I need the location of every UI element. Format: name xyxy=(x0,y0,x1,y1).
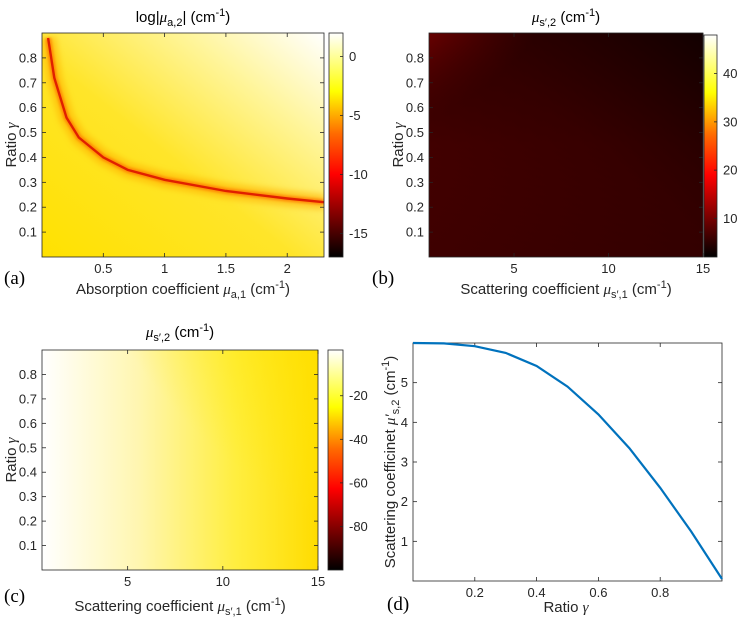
panel-c-colorbar-ticks: -20 -40 -60 -80 xyxy=(340,388,368,534)
y-tick-label: 0.1 xyxy=(406,225,424,240)
y-tick-label: 5 xyxy=(401,375,408,390)
x-tick-label: 0.5 xyxy=(94,261,112,276)
panel-c-title: μs′,2 (cm-1) xyxy=(145,322,214,344)
y-tick-label: 0.7 xyxy=(19,75,37,90)
colorbar-tick-label: -80 xyxy=(349,519,368,534)
colorbar-tick-label: 30 xyxy=(723,114,737,129)
panel-b-colorbar-ticks: 40 30 20 10 xyxy=(714,66,737,226)
y-tick-label: 0.8 xyxy=(19,50,37,65)
y-tick-label: 1 xyxy=(401,534,408,549)
panel-a-ticks: 0.5 1 1.5 2 0.1 0.2 0.3 0.4 0.5 0.6 0.7 0.8 xyxy=(19,33,324,276)
panel-b-ylabel: Ratio γ xyxy=(390,121,407,167)
colorbar-tick-label: 0 xyxy=(349,49,356,64)
panel-d-series-line xyxy=(412,341,723,580)
x-tick-label: 2 xyxy=(284,261,291,276)
y-tick-label: 0.2 xyxy=(406,200,424,215)
x-tick-label: 15 xyxy=(311,574,325,589)
panel-b-axes-box xyxy=(428,32,704,258)
y-tick-label: 4 xyxy=(401,415,408,430)
x-tick-label: 5 xyxy=(510,261,517,276)
panel-d-ylabel: Scattering coefficinet μ′s,2 (cm-1) xyxy=(380,356,402,569)
y-tick-label: 0.4 xyxy=(19,465,37,480)
colorbar-tick-label: -20 xyxy=(349,388,368,403)
panel-d-ticks: 0.2 0.4 0.6 0.8 1 2 3 4 5 xyxy=(401,343,722,600)
y-tick-label: 0.6 xyxy=(406,100,424,115)
x-tick-label: 0.4 xyxy=(528,585,546,600)
panel-c-axes-box xyxy=(41,349,319,571)
x-tick-label: 10 xyxy=(216,574,230,589)
panel-c-label: (c) xyxy=(4,586,25,607)
panel-d-axes-box xyxy=(412,342,723,582)
panel-b-xlabel: Scattering coefficient μs′,1 (cm-1) xyxy=(460,279,671,301)
panel-c-ylabel: Ratio γ xyxy=(3,436,20,482)
x-tick-label: 5 xyxy=(124,574,131,589)
y-tick-label: 0.1 xyxy=(19,225,37,240)
y-tick-label: 0.8 xyxy=(406,50,424,65)
panel-d: 0.2 0.4 0.6 0.8 1 2 3 4 5 Ratio γ Scattering coe… xyxy=(380,341,723,616)
panel-c-colorbar xyxy=(327,349,344,571)
x-tick-label: 1 xyxy=(161,261,168,276)
x-tick-label: 1.5 xyxy=(217,261,235,276)
panel-d-label: (d) xyxy=(387,594,409,615)
panel-a-curve xyxy=(46,37,324,204)
y-tick-label: 0.4 xyxy=(19,150,37,165)
x-tick-label: 10 xyxy=(601,261,615,276)
panel-a-heatmap xyxy=(42,33,324,257)
y-tick-label: 3 xyxy=(401,455,408,470)
y-tick-label: 0.3 xyxy=(19,175,37,190)
x-tick-label: 15 xyxy=(696,261,710,276)
y-tick-label: 0.7 xyxy=(19,391,37,406)
x-tick-label: 0.6 xyxy=(589,585,607,600)
panel-b-title: μs′,2 (cm-1) xyxy=(531,7,600,29)
panel-a-axes-box xyxy=(41,32,325,258)
y-tick-label: 0.8 xyxy=(19,367,37,382)
y-tick-label: 0.4 xyxy=(406,150,424,165)
colorbar-tick-label: 20 xyxy=(723,163,737,178)
y-tick-label: 0.5 xyxy=(19,440,37,455)
x-tick-label: 0.2 xyxy=(466,585,484,600)
colorbar-tick-label: -10 xyxy=(349,167,368,182)
panel-a: log|μa,2| (cm-1) 0.5 1 1.5 20.10.20.30.40.5… xyxy=(3,7,368,301)
panel-a-ylabel: Ratio γ xyxy=(3,121,20,167)
colorbar-tick-label: -60 xyxy=(349,475,368,490)
y-tick-label: 0.2 xyxy=(19,514,37,529)
panel-a-label: (a) xyxy=(4,268,25,289)
panel-b: μs′,2 (cm-1) 5 10 15 0.1 0.2 0.3 0.4 0.5 0.6 0.7 0… xyxy=(372,7,737,301)
y-tick-label: 2 xyxy=(401,494,408,509)
colorbar-tick-label: -15 xyxy=(349,226,368,241)
colorbar-tick-label: 40 xyxy=(723,66,737,81)
panel-c-heatmap xyxy=(42,350,318,570)
y-tick-label: 0.3 xyxy=(19,489,37,504)
panel-b-colorbar xyxy=(703,34,718,258)
panel-a-colorbar-ticks: 0 -5 -10 -15 xyxy=(340,49,368,241)
panel-d-xlabel: Ratio γ xyxy=(543,599,589,616)
y-tick-label: 0.5 xyxy=(406,125,424,140)
y-tick-label: 0.5 xyxy=(19,125,37,140)
y-tick-label: 0.6 xyxy=(19,416,37,431)
panel-b-ticks: 5 10 15 0.1 0.2 0.3 0.4 0.5 0.6 0.7 0.8 xyxy=(406,33,710,276)
panel-a-title: log|μa,2| (cm-1) xyxy=(136,7,231,29)
panel-b-label: (b) xyxy=(372,268,394,289)
panel-b-heatmap xyxy=(429,33,703,257)
y-tick-label: 0.7 xyxy=(406,75,424,90)
x-tick-label: 0.8 xyxy=(651,585,669,600)
y-tick-label: 0.1 xyxy=(19,538,37,553)
colorbar-tick-label: -40 xyxy=(349,432,368,447)
y-tick-label: 0.6 xyxy=(19,100,37,115)
panel-a-colorbar xyxy=(328,32,344,258)
colorbar-tick-label: -5 xyxy=(349,108,361,123)
panel-c-ticks: 5 10 15 0.1 0.2 0.3 0.4 0.5 0.6 0.7 0.8 xyxy=(19,350,325,589)
y-tick-label: 0.3 xyxy=(406,175,424,190)
panel-c: μs′,2 (cm-1) 5 10 15 0.1 0.2 0.3 0.4 0.5 0.6 0.7 0… xyxy=(3,322,368,618)
panel-c-xlabel: Scattering coefficient μs′,1 (cm-1) xyxy=(74,596,285,618)
y-tick-label: 0.2 xyxy=(19,200,37,215)
panel-a-xlabel: Absorption coefficient μa,1 (cm-1) xyxy=(76,279,290,301)
colorbar-tick-label: 10 xyxy=(723,211,737,226)
